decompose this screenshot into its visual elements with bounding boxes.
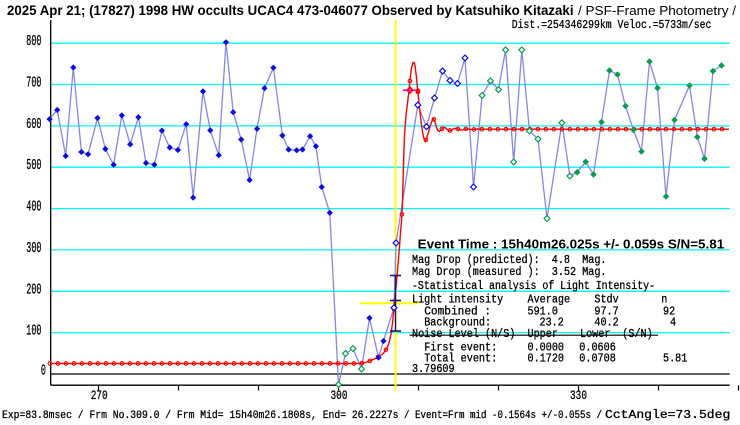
svg-text:23.2: 23.2 bbox=[540, 317, 564, 330]
svg-text:3.79609: 3.79609 bbox=[412, 363, 455, 376]
svg-text:300: 300 bbox=[26, 240, 41, 257]
svg-text:Mag Drop (measured ):: Mag Drop (measured ): bbox=[412, 266, 540, 279]
svg-text:0.0606: 0.0606 bbox=[579, 342, 616, 355]
svg-text:4: 4 bbox=[670, 317, 676, 330]
svg-text:Light intensity: Light intensity bbox=[412, 294, 503, 307]
svg-text:40.2: 40.2 bbox=[594, 317, 618, 330]
svg-text:Noise Level (N/S): Noise Level (N/S) bbox=[412, 328, 515, 341]
svg-text:Upper: Upper bbox=[528, 328, 558, 341]
svg-text:270: 270 bbox=[91, 388, 108, 403]
svg-text:2025 Apr 21; (17827) 1998 HW o: 2025 Apr 21; (17827) 1998 HW occults UCA… bbox=[7, 2, 574, 18]
svg-text:400: 400 bbox=[26, 199, 41, 216]
svg-text:330: 330 bbox=[570, 388, 587, 403]
svg-text:Total event:: Total event: bbox=[424, 353, 497, 366]
svg-text:-Statistical analysis of Light: -Statistical analysis of Light Intensity… bbox=[412, 280, 655, 293]
svg-text:Background:: Background: bbox=[424, 317, 491, 330]
svg-text:n: n bbox=[661, 294, 667, 307]
svg-text:5.81: 5.81 bbox=[663, 353, 687, 366]
svg-text:591.0: 591.0 bbox=[528, 305, 558, 318]
svg-text:0.1720: 0.1720 bbox=[528, 353, 565, 366]
svg-text:600: 600 bbox=[26, 116, 41, 133]
svg-text:Mag Drop (predicted):: Mag Drop (predicted): bbox=[412, 254, 540, 267]
svg-text:Combined :: Combined : bbox=[424, 305, 491, 318]
svg-text:0.0708: 0.0708 bbox=[579, 353, 616, 366]
svg-text:Average: Average bbox=[528, 294, 571, 307]
svg-text:97.7: 97.7 bbox=[594, 305, 618, 318]
svg-text:Exp=83.8msec / Frm No.309.0 /: Exp=83.8msec / Frm No.309.0 / Frm Mid= 1… bbox=[2, 410, 399, 422]
svg-text:300: 300 bbox=[331, 388, 348, 403]
svg-text:800: 800 bbox=[26, 33, 41, 50]
svg-text:Event Time : 15h40m26.025s +/: Event Time : 15h40m26.025s +/- 0.059s S/… bbox=[418, 238, 725, 252]
svg-text:3.52: 3.52 bbox=[552, 266, 576, 279]
svg-text:100: 100 bbox=[26, 323, 41, 340]
svg-text:Stdv: Stdv bbox=[594, 294, 618, 307]
svg-text:CctAngle=73.5deg: CctAngle=73.5deg bbox=[605, 409, 730, 422]
svg-text:0: 0 bbox=[41, 363, 46, 380]
svg-text:(S/N): (S/N) bbox=[622, 328, 652, 341]
svg-text:/ Event=Frm mid -0.1564s +/-0.: / Event=Frm mid -0.1564s +/-0.055s / bbox=[404, 410, 602, 422]
svg-text:Dist.=254346299km Veloc.=5733m: Dist.=254346299km Veloc.=5733m/sec bbox=[512, 18, 712, 32]
svg-text:First event:: First event: bbox=[424, 342, 497, 355]
svg-text:200: 200 bbox=[26, 281, 41, 298]
svg-text:Mag.: Mag. bbox=[582, 266, 606, 279]
svg-text:/ PSF-Frame Photometry /: / PSF-Frame Photometry / bbox=[578, 3, 736, 18]
svg-text:92: 92 bbox=[663, 305, 675, 318]
svg-text:Mag.: Mag. bbox=[582, 254, 606, 267]
svg-text:Lower: Lower bbox=[580, 328, 610, 341]
svg-text:700: 700 bbox=[26, 75, 41, 92]
svg-text:0.0000: 0.0000 bbox=[528, 342, 565, 355]
svg-text:500: 500 bbox=[26, 157, 41, 174]
svg-text:4.8: 4.8 bbox=[552, 254, 570, 267]
